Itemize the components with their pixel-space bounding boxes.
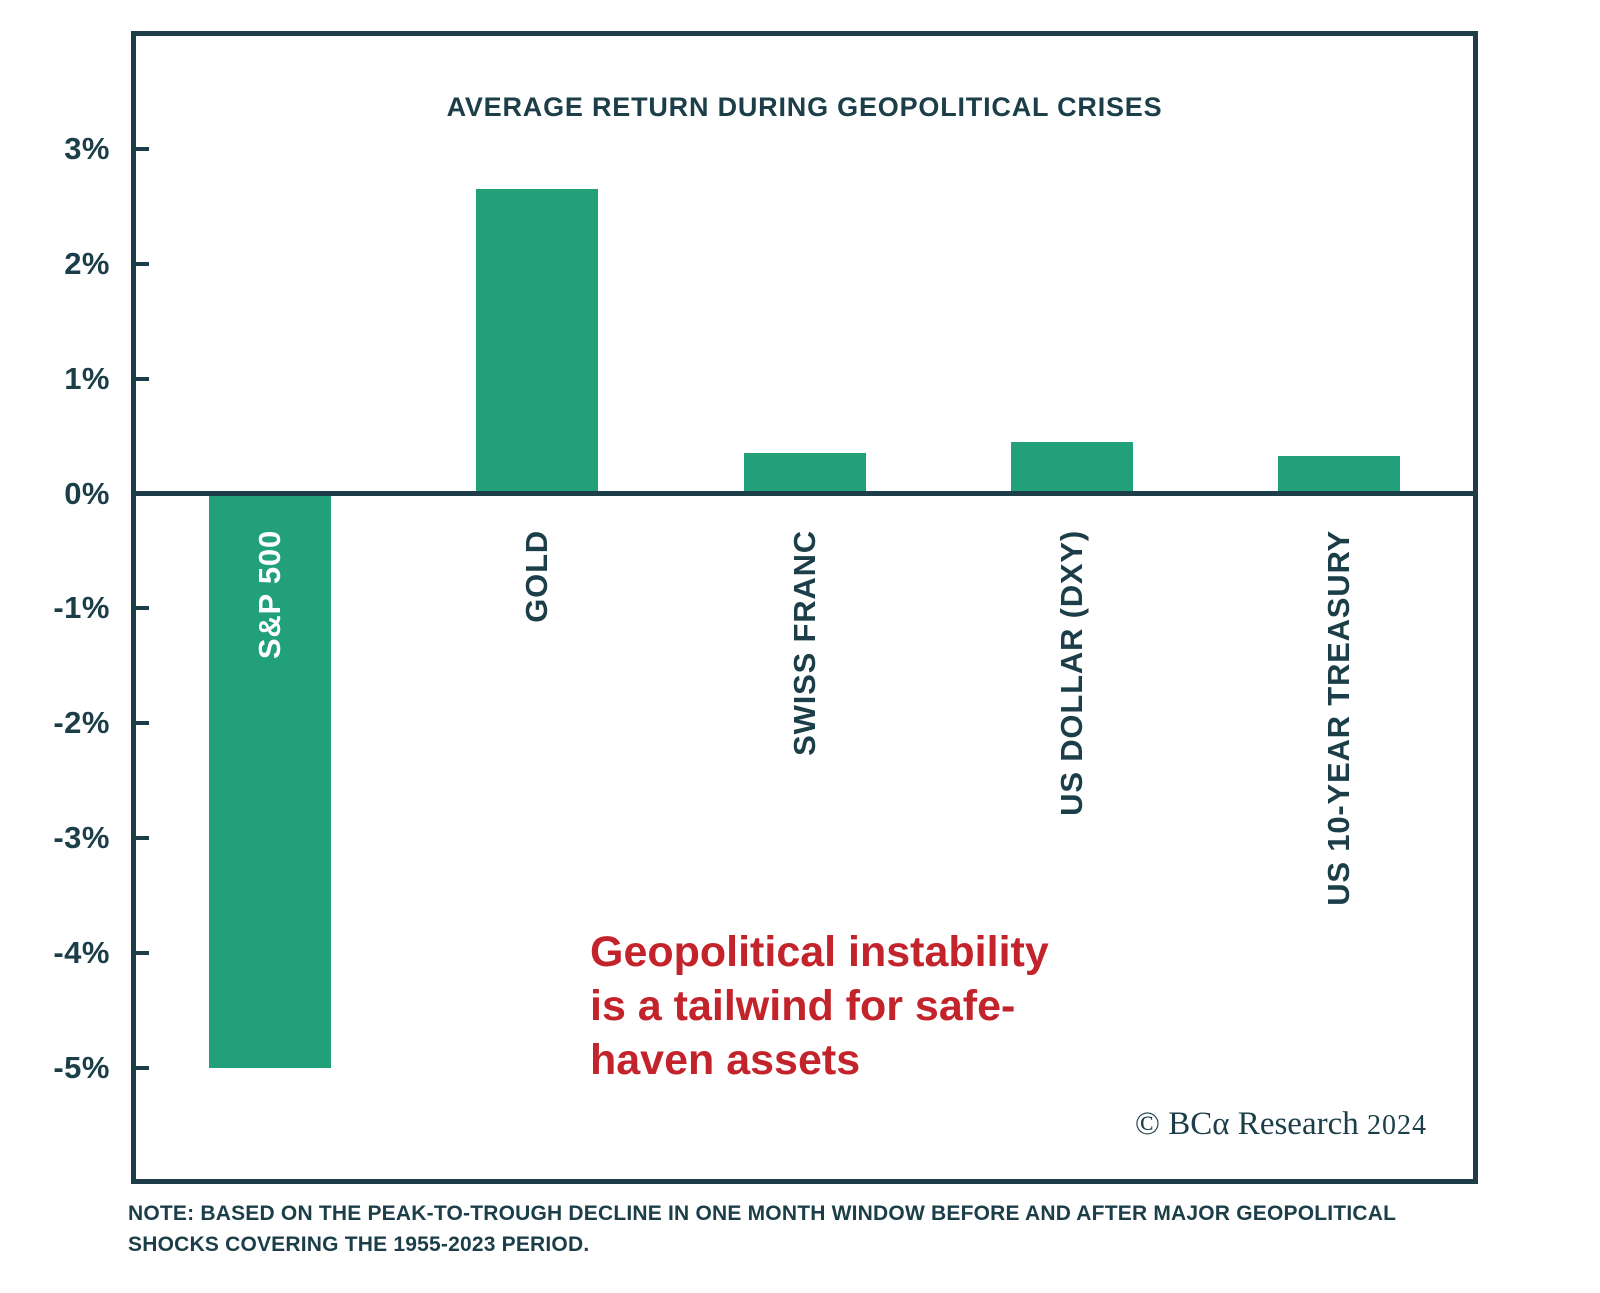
category-label-s-p-500: S&P 500 (251, 530, 289, 659)
chart-title: AVERAGE RETURN DURING GEOPOLITICAL CRISE… (446, 92, 1163, 122)
y-axis-tick-label: -5% (53, 1049, 110, 1085)
y-axis-tick (136, 835, 149, 840)
bar-us-10-year-treasury (1278, 455, 1401, 494)
y-axis-tick (136, 1065, 149, 1070)
y-axis-tick (136, 606, 149, 611)
category-label-us-dollar-dxy: US DOLLAR (DXY) (1053, 530, 1091, 816)
y-axis-tick (136, 147, 149, 152)
annotation-text: Geopolitical instability is a tailwind f… (590, 928, 1049, 1084)
y-axis-tick-label: 3% (64, 131, 110, 167)
y-axis-tick (136, 950, 149, 955)
category-label-text: S&P 500 (251, 530, 287, 660)
category-label-text: US DOLLAR (DXY) (1053, 530, 1089, 816)
y-axis-tick-label: -2% (53, 705, 110, 741)
bar-s-p-500 (208, 493, 331, 1068)
category-label-gold: GOLD (518, 530, 556, 623)
y-axis-tick-label: -3% (53, 819, 110, 855)
footnote: NOTE: BASED ON THE PEAK-TO-TROUGH DECLIN… (128, 1202, 1397, 1256)
y-axis-tick-label: -4% (53, 934, 110, 970)
y-axis-tick-label: 2% (64, 245, 110, 281)
y-axis-tick-label: -1% (53, 590, 110, 626)
plot-border (131, 31, 1478, 1184)
bar-swiss-franc (743, 453, 866, 494)
y-axis-tick (136, 261, 149, 266)
category-label-text: SWISS FRANC (786, 530, 822, 756)
copyright-brand: © BCα Research (1134, 1106, 1359, 1142)
category-label-text: GOLD (519, 530, 555, 623)
category-label-swiss-franc: SWISS FRANC (786, 530, 824, 756)
copyright-year: 2024 (1367, 1110, 1427, 1141)
zero-axis-line (133, 491, 1476, 496)
y-axis-tick-label: 1% (64, 360, 110, 396)
y-axis-tick (136, 721, 149, 726)
category-label-us-10-year-treasury: US 10-YEAR TREASURY (1320, 530, 1358, 906)
copyright: © BCα Research 2024 (1135, 1106, 1427, 1143)
bar-us-dollar-dxy (1010, 441, 1133, 494)
bar-gold (476, 189, 599, 494)
y-axis-tick-label: 0% (64, 475, 110, 511)
category-label-text: US 10-YEAR TREASURY (1321, 530, 1357, 906)
y-axis-tick (136, 376, 149, 381)
